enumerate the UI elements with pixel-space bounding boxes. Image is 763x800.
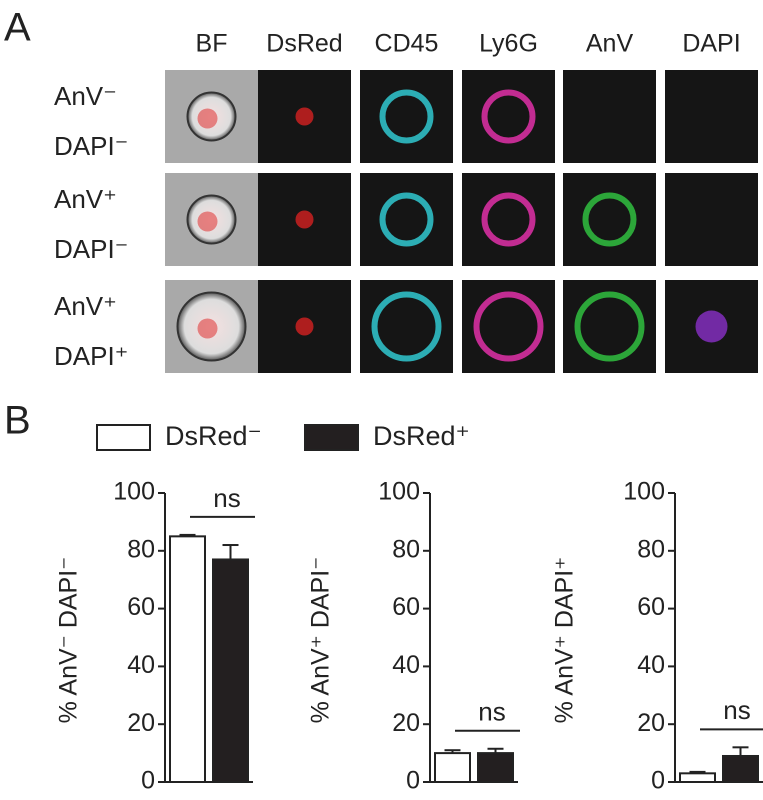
cell-image (360, 173, 453, 266)
y-tick-label: 20 (392, 709, 420, 737)
y-tick-label: 20 (127, 709, 155, 737)
cell-signal (695, 310, 728, 343)
y-tick-label: 80 (637, 535, 665, 563)
y-tick-label: 60 (392, 593, 420, 621)
cell-signal (295, 210, 314, 229)
legend-label: DsRed⁺ (373, 421, 470, 451)
y-tick-label: 100 (113, 478, 155, 506)
column-header: CD45 (375, 30, 439, 58)
legend-label: DsRed⁻ (165, 421, 262, 451)
cell-image (665, 70, 758, 163)
cell-signal (481, 192, 536, 247)
y-tick-label: 60 (637, 593, 665, 621)
cell-signal (473, 291, 544, 362)
y-tick-label: 100 (378, 478, 420, 506)
cell-signal (295, 107, 314, 126)
cell-image (563, 173, 656, 266)
legend-swatch (96, 424, 151, 451)
bar (212, 558, 249, 783)
cell-signal (295, 317, 314, 336)
bar (679, 772, 716, 784)
cell-signal (582, 192, 637, 247)
y-tick-label: 40 (127, 651, 155, 679)
row-label: AnV⁺ (54, 291, 117, 321)
y-tick-label: 40 (637, 651, 665, 679)
y-tick-label: 0 (141, 767, 155, 795)
y-axis-label: % AnV⁻ DAPI⁻ (55, 557, 83, 724)
column-header: BF (196, 30, 228, 58)
cell-signal (379, 89, 434, 144)
y-tick-label: 0 (406, 767, 420, 795)
y-tick-label: 100 (623, 478, 665, 506)
annotation: ns (213, 483, 240, 513)
cell-stain (197, 318, 218, 339)
row-label: DAPI⁻ (54, 131, 128, 161)
column-header: AnV (586, 30, 634, 58)
annotation: ns (723, 695, 750, 725)
row-label: AnV⁻ (54, 81, 117, 111)
y-axis-label: % AnV⁺ DAPI⁻ (307, 557, 335, 724)
cell-image (462, 173, 555, 266)
bar (477, 752, 514, 783)
row-label: DAPI⁻ (54, 234, 128, 264)
y-tick-label: 60 (127, 593, 155, 621)
column-header: DAPI (682, 30, 740, 58)
legend-swatch (304, 424, 359, 451)
column-header: DsRed (266, 30, 342, 58)
y-axis-label: % AnV⁺ DAPI⁺ (551, 557, 579, 724)
panel-label: B (4, 399, 31, 443)
y-tick-label: 40 (392, 651, 420, 679)
y-tick-label: 0 (651, 767, 665, 795)
annotation: ns (478, 697, 505, 727)
y-tick-label: 20 (637, 709, 665, 737)
cell-signal (379, 192, 434, 247)
row-label: AnV⁺ (54, 184, 117, 214)
cell-image (360, 70, 453, 163)
cell-signal (481, 89, 536, 144)
cell-signal (371, 291, 442, 362)
cell-signal (574, 291, 645, 362)
cell-stain (197, 211, 218, 232)
bar (722, 754, 759, 783)
cell-image (665, 173, 758, 266)
bar (169, 535, 206, 783)
bar (434, 752, 471, 783)
cell-stain (197, 108, 218, 129)
cell-image (462, 70, 555, 163)
cell-image (563, 70, 656, 163)
y-tick-label: 80 (392, 535, 420, 563)
y-tick-label: 80 (127, 535, 155, 563)
row-label: DAPI⁺ (54, 341, 128, 371)
column-header: Ly6G (479, 30, 538, 58)
panel-label: A (4, 6, 31, 50)
